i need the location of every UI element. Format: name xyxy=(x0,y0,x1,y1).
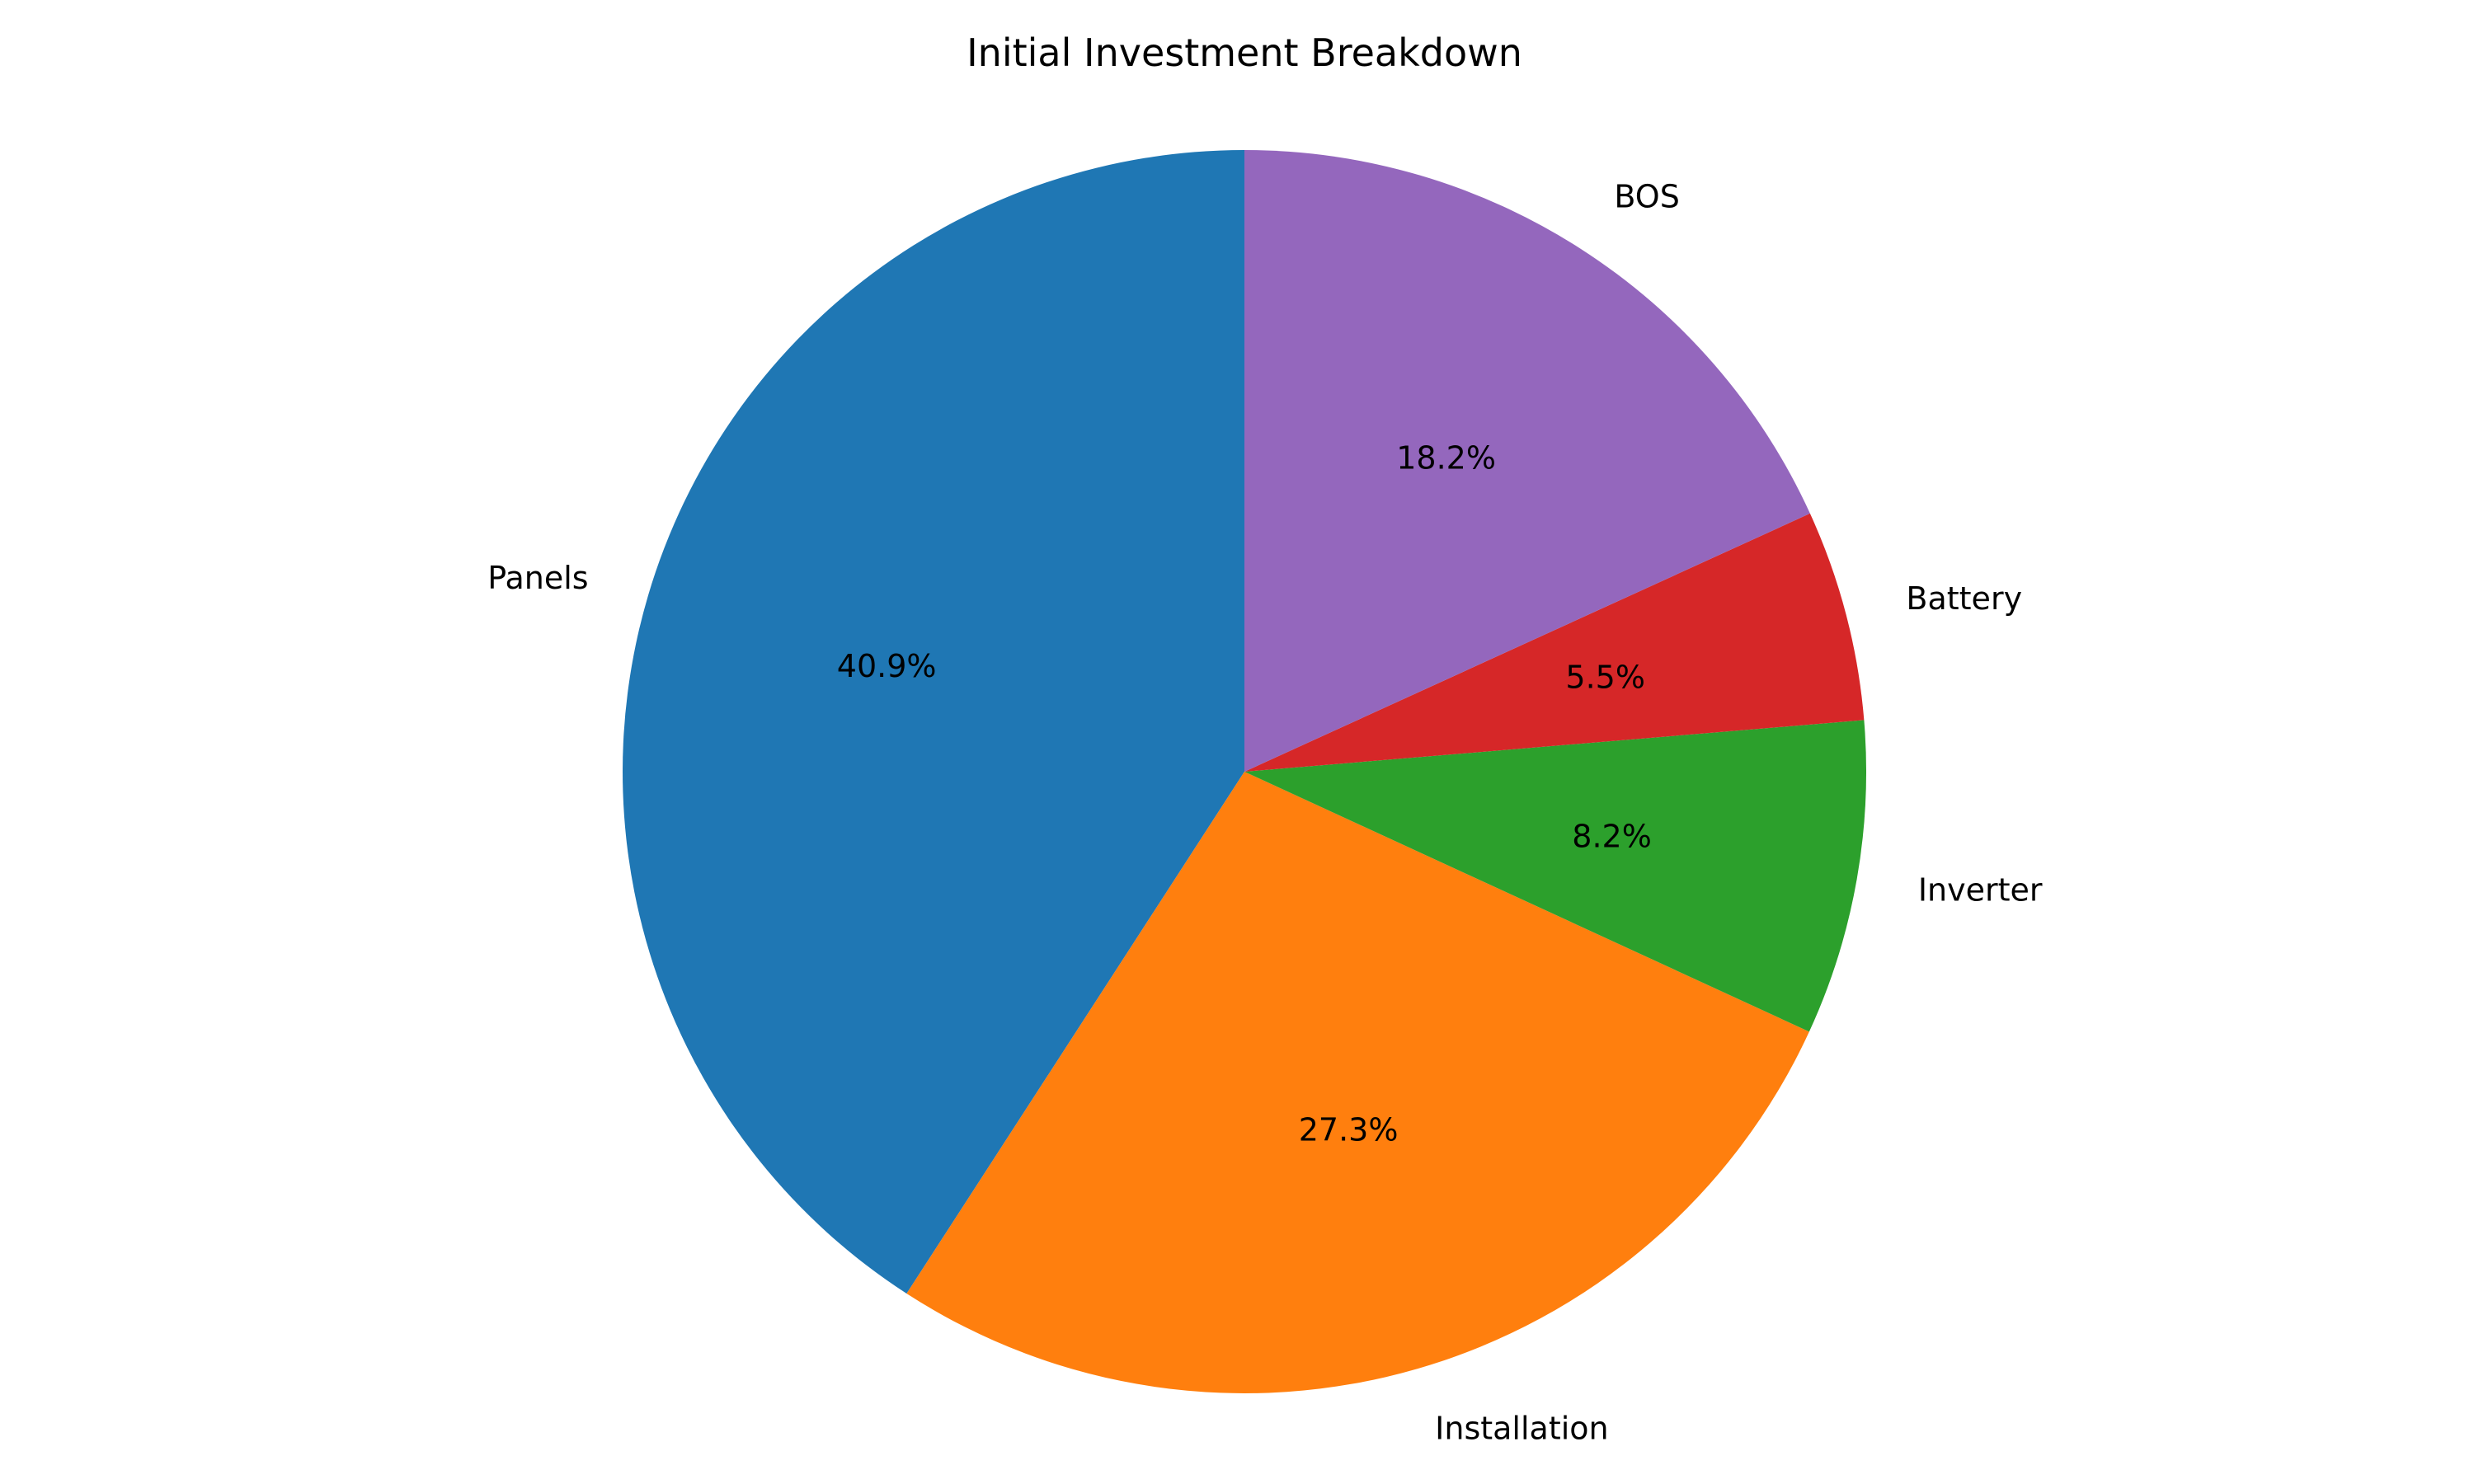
pie-slice-inverter xyxy=(1244,720,1866,1032)
slice-label-inverter: Inverter xyxy=(1918,872,2043,909)
slice-label-installation: Installation xyxy=(1435,1411,1608,1447)
percent-label-inverter: 8.2% xyxy=(1572,818,1652,854)
pie-slice-bos xyxy=(1244,150,1810,772)
pie-slices xyxy=(622,150,1866,1393)
percent-label-battery: 5.5% xyxy=(1565,660,1645,696)
pie-slice-panels xyxy=(622,150,1244,1294)
percent-label-panels: 40.9% xyxy=(837,648,937,684)
slice-label-battery: Battery xyxy=(1906,580,2022,617)
slice-label-bos: BOS xyxy=(1614,178,1679,214)
category-labels: Panels Installation Inverter Battery BOS xyxy=(487,178,2043,1446)
pie-slice-battery xyxy=(1244,513,1865,772)
percent-labels: 40.9% 27.3% 8.2% 5.5% 18.2% xyxy=(837,439,1652,1148)
chart-title: Initial Investment Breakdown xyxy=(967,31,1522,75)
pie-slice-installation xyxy=(906,772,1809,1393)
slice-label-panels: Panels xyxy=(487,560,588,596)
percent-label-installation: 27.3% xyxy=(1299,1111,1399,1148)
percent-label-bos: 18.2% xyxy=(1396,439,1496,476)
